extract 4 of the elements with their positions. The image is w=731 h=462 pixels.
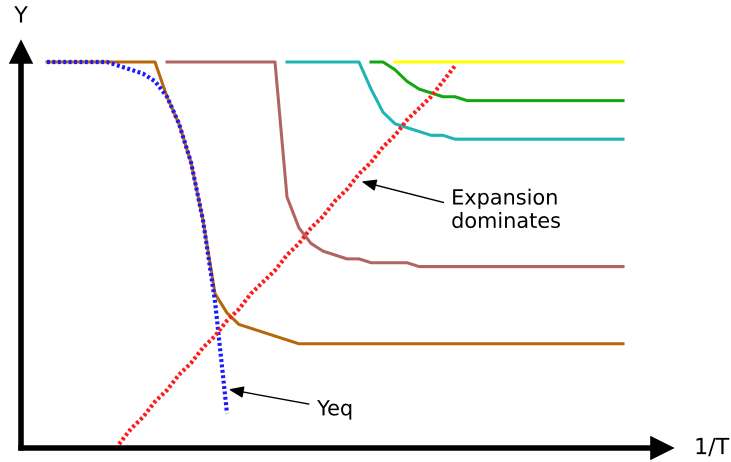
annotation: Expansion dominates	[452, 188, 560, 228]
annotation: Yeq	[317, 400, 352, 420]
x-axis-title: 1/T	[696, 438, 730, 456]
y-axis-title: Y	[14, 6, 28, 22]
